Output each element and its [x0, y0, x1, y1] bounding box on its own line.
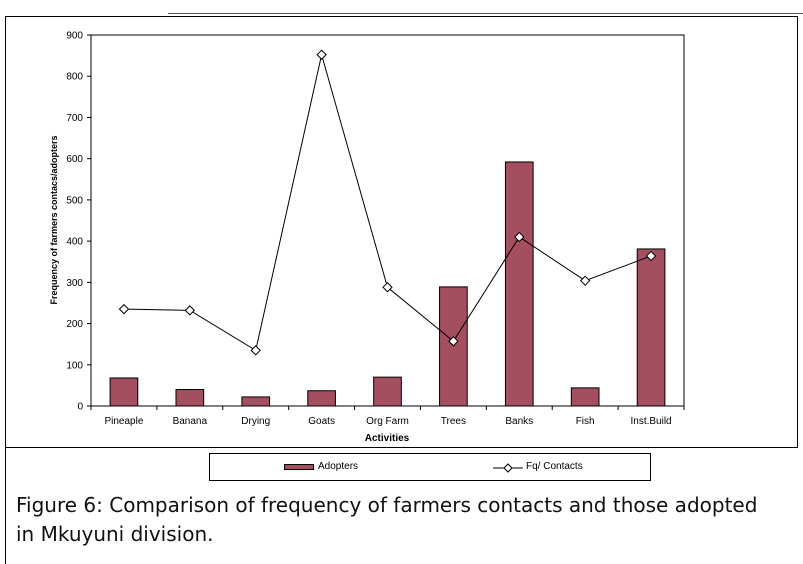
x-tick-label: Pineaple	[104, 416, 143, 427]
y-tick-label: 500	[66, 195, 83, 206]
bar-adopters	[636, 248, 666, 407]
point-contacts	[382, 282, 393, 293]
point-contacts	[316, 49, 327, 60]
point-contacts	[645, 250, 657, 262]
x-tick-label: Fish	[576, 416, 595, 427]
top-rule	[168, 13, 803, 14]
bar-adopters	[504, 161, 534, 407]
point-contacts	[118, 303, 130, 315]
point-contacts	[514, 231, 525, 243]
figure-caption: Figure 6: Comparison of frequency of far…	[16, 493, 758, 546]
y-tick-label: 800	[66, 72, 83, 83]
bar-adopters	[307, 390, 336, 407]
point-contacts	[579, 275, 591, 286]
y-tick-label: 200	[66, 319, 83, 330]
chart-svg: 0 100 200 300 400 500 600 700 800 900 Pineaple Ban…	[49, 31, 685, 444]
x-tick-label: Org Farm	[366, 416, 409, 427]
chart-frame	[5, 16, 798, 448]
y-tick-label: 600	[66, 154, 83, 165]
point-contacts	[448, 336, 459, 347]
point-contacts	[184, 305, 196, 316]
legend-label-adopters: Adopters	[318, 461, 359, 472]
point-contacts	[250, 345, 261, 356]
y-tick-label: 700	[66, 113, 83, 124]
y-tick-label: 100	[66, 360, 83, 371]
x-tick-label: Drying	[241, 416, 270, 427]
y-tick-label: 0	[77, 402, 83, 413]
x-tick-label: Trees	[441, 416, 466, 427]
bar-adopters	[373, 376, 402, 407]
legend: Adopters Fq/ Contacts	[209, 453, 651, 481]
legend-swatch-adopters	[284, 464, 314, 470]
bar-adopters	[241, 396, 271, 407]
bar-adopters	[570, 387, 600, 407]
x-axis-label: Activities	[365, 433, 410, 444]
y-axis-label: Frequency of farmers contacs/adopters	[49, 135, 59, 304]
left-rule	[5, 448, 6, 564]
bar-adopters	[109, 377, 139, 407]
bar-adopters	[175, 389, 205, 407]
x-tick-label: Inst.Build	[630, 416, 671, 427]
y-tick-label: 900	[66, 31, 83, 42]
x-tick-label: Banks	[505, 416, 533, 427]
plot-area	[90, 34, 685, 407]
x-tick-label: Goats	[308, 416, 335, 427]
y-tick-label: 400	[66, 237, 83, 248]
legend-line-marker-icon	[493, 463, 523, 473]
x-tick-label: Banana	[173, 416, 208, 427]
legend-label-contacts: Fq/ Contacts	[526, 461, 583, 472]
y-tick-label: 300	[66, 278, 83, 289]
